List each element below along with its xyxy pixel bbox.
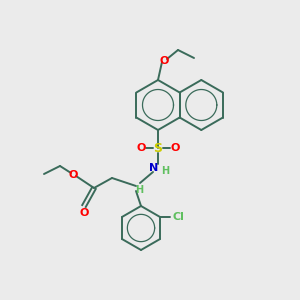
Text: S: S [154,142,163,154]
Text: H: H [135,185,143,195]
Text: O: O [159,56,169,66]
Text: O: O [79,208,89,218]
Text: Cl: Cl [172,212,184,222]
Text: O: O [136,143,146,153]
Text: H: H [161,166,169,176]
Text: O: O [170,143,180,153]
Text: N: N [149,163,159,173]
Text: O: O [68,170,78,180]
